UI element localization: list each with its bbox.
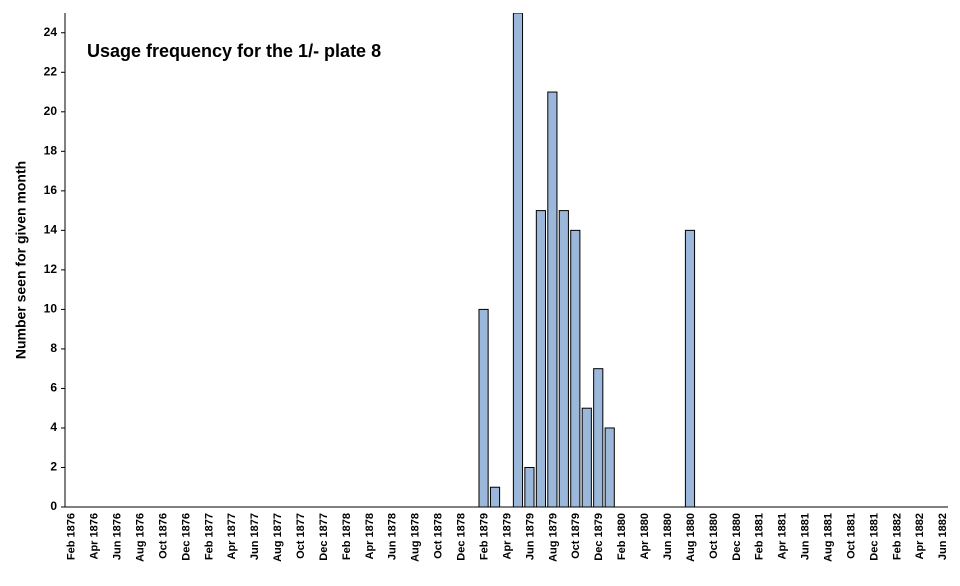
y-tick-label: 24 bbox=[44, 25, 58, 39]
x-tick-label: Jun 1880 bbox=[662, 513, 674, 560]
x-tick-label: Apr 1879 bbox=[501, 513, 513, 559]
x-tick-label: Feb 1878 bbox=[341, 513, 353, 560]
x-tick-label: Apr 1876 bbox=[89, 513, 101, 559]
x-tick-label: Oct 1879 bbox=[570, 513, 582, 559]
y-tick-label: 12 bbox=[44, 262, 58, 276]
y-tick-label: 6 bbox=[50, 381, 57, 395]
y-tick-label: 20 bbox=[44, 104, 58, 118]
x-tick-label: Jun 1879 bbox=[524, 513, 536, 560]
y-tick-label: 16 bbox=[44, 183, 58, 197]
bar bbox=[581, 407, 592, 508]
y-tick-label: 2 bbox=[50, 460, 57, 474]
x-tick-label: Feb 1879 bbox=[478, 513, 490, 560]
x-tick-label: Dec 1880 bbox=[731, 513, 743, 561]
y-tick-label: 0 bbox=[50, 499, 57, 513]
chart-title: Usage frequency for the 1/- plate 8 bbox=[87, 41, 381, 61]
x-tick-label: Apr 1881 bbox=[777, 513, 789, 559]
bar bbox=[570, 229, 581, 508]
y-tick-label: 14 bbox=[44, 223, 58, 237]
x-tick-label: Jun 1881 bbox=[800, 513, 812, 560]
x-tick-label: Jun 1878 bbox=[387, 513, 399, 560]
y-tick-label: 8 bbox=[50, 341, 57, 355]
x-tick-label: Dec 1881 bbox=[868, 513, 880, 561]
x-tick-label: Jun 1877 bbox=[249, 513, 261, 560]
x-tick-label: Dec 1879 bbox=[593, 513, 605, 561]
x-tick-label: Feb 1877 bbox=[203, 513, 215, 560]
x-tick-label: Aug 1878 bbox=[410, 513, 422, 562]
bar bbox=[684, 229, 696, 508]
x-tick-label: Aug 1879 bbox=[547, 513, 559, 562]
bar bbox=[489, 486, 501, 508]
x-tick-label: Oct 1878 bbox=[433, 513, 445, 559]
x-tick-label: Dec 1877 bbox=[318, 513, 330, 561]
bar bbox=[535, 210, 546, 508]
x-tick-label: Feb 1882 bbox=[891, 513, 903, 560]
x-tick-label: Oct 1881 bbox=[845, 513, 857, 559]
x-tick-label: Apr 1878 bbox=[364, 513, 376, 559]
x-tick-label: Feb 1880 bbox=[616, 513, 628, 560]
x-tick-label: Apr 1880 bbox=[639, 513, 651, 559]
y-axis-label: Number seen for given month bbox=[13, 161, 29, 359]
x-tick-label: Apr 1877 bbox=[226, 513, 238, 559]
x-tick-label: Oct 1880 bbox=[708, 513, 720, 559]
x-tick-label: Feb 1881 bbox=[754, 513, 766, 560]
x-tick-label: Aug 1880 bbox=[685, 513, 697, 562]
y-tick-label: 4 bbox=[50, 420, 57, 434]
bar bbox=[558, 210, 569, 508]
x-tick-label: Feb 1876 bbox=[66, 513, 78, 560]
y-tick-label: 22 bbox=[44, 64, 58, 78]
x-tick-label: Dec 1878 bbox=[456, 513, 468, 561]
bar bbox=[604, 427, 615, 508]
x-tick-label: Oct 1876 bbox=[157, 513, 169, 559]
x-tick-label: Jun 1882 bbox=[937, 513, 949, 560]
bar bbox=[593, 368, 604, 508]
x-tick-label: Dec 1876 bbox=[180, 513, 192, 561]
y-tick-label: 18 bbox=[44, 143, 58, 157]
bar bbox=[512, 13, 524, 508]
bar bbox=[524, 466, 535, 508]
y-tick-label: 10 bbox=[44, 302, 58, 316]
x-tick-label: Aug 1881 bbox=[822, 513, 834, 562]
x-tick-label: Jun 1876 bbox=[112, 513, 124, 560]
x-tick-label: Aug 1876 bbox=[134, 513, 146, 562]
x-tick-label: Oct 1877 bbox=[295, 513, 307, 559]
x-tick-label: Apr 1882 bbox=[914, 513, 926, 559]
bar bbox=[478, 308, 489, 508]
x-tick-label: Aug 1877 bbox=[272, 513, 284, 562]
bars bbox=[478, 13, 696, 508]
bar bbox=[547, 91, 558, 508]
